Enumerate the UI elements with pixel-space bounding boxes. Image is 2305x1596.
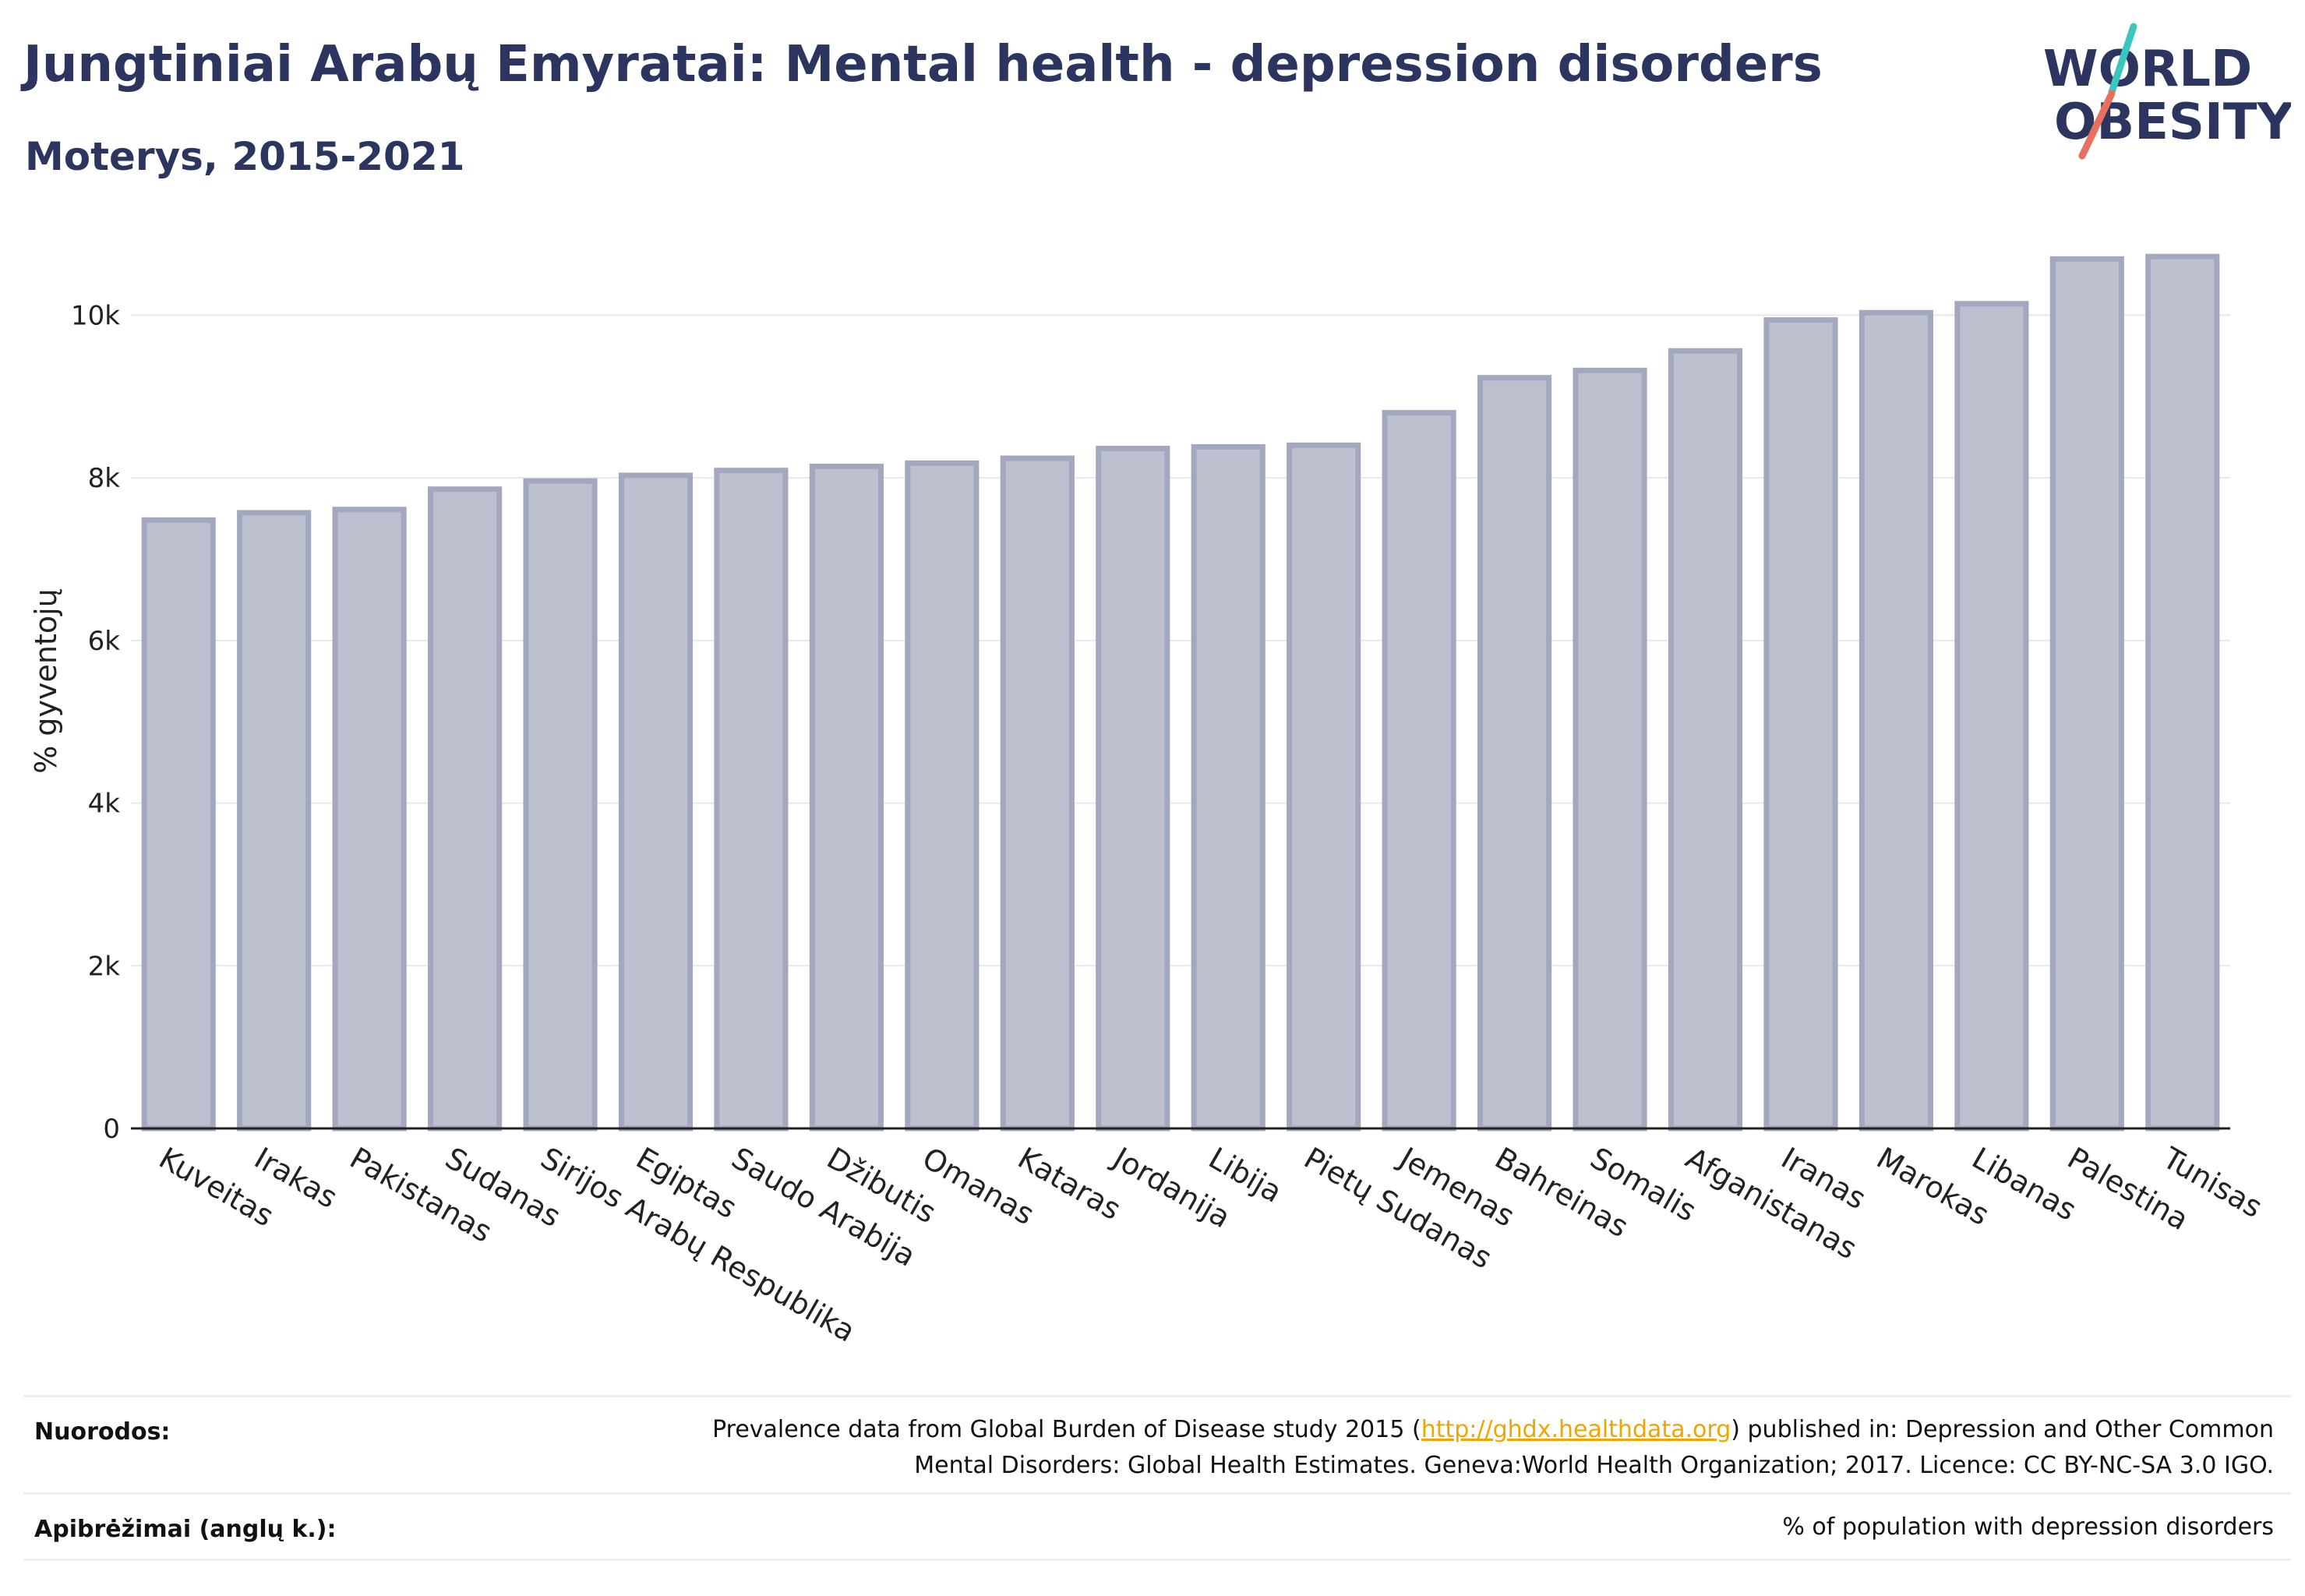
bar	[1382, 410, 1456, 1132]
sources-text-before: Prevalence data from Global Burden of Di…	[712, 1416, 1421, 1443]
definitions-text: % of population with depression disorder…	[1782, 1513, 2274, 1541]
sources-label: Nuorodos:	[34, 1418, 171, 1446]
sources-text: Prevalence data from Global Burden of Di…	[712, 1412, 2274, 1484]
y-tick-label: 0	[103, 1114, 120, 1145]
footer-divider-top	[23, 1395, 2291, 1397]
bar	[2049, 256, 2124, 1132]
bar	[428, 486, 503, 1132]
bar	[523, 478, 598, 1132]
bar	[1477, 375, 1552, 1132]
bar	[1668, 348, 1743, 1132]
bar	[1858, 309, 1933, 1132]
y-tick-label: 2k	[88, 951, 121, 982]
bar	[1287, 442, 1361, 1132]
world-obesity-logo: WORLD OBESITY	[2043, 23, 2291, 160]
y-tick-label: 8k	[88, 463, 121, 494]
bar	[1000, 455, 1075, 1132]
bar	[1763, 317, 1838, 1132]
bar	[332, 507, 407, 1132]
logo-word-world: WORLD	[2043, 41, 2252, 98]
bar	[1096, 446, 1170, 1132]
bar	[237, 510, 312, 1132]
sources-text-line2: Mental Disorders: Global Health Estimate…	[914, 1452, 2274, 1479]
chart-title: Jungtiniai Arabų Emyratai: Mental health…	[23, 36, 1823, 94]
bar	[905, 460, 980, 1132]
logo-slash-coral	[2078, 90, 2116, 160]
footer-divider-middle	[23, 1492, 2291, 1495]
y-axis-title: % gyventojų	[29, 588, 63, 774]
sources-link[interactable]: http://ghdx.healthdata.org	[1421, 1416, 1731, 1443]
bar	[714, 468, 789, 1132]
bar	[2145, 253, 2220, 1132]
chart-subtitle: Moterys, 2015-2021	[25, 134, 465, 179]
footer-divider-bottom	[23, 1559, 2291, 1561]
bar	[1954, 301, 2029, 1132]
definitions-label: Apibrėžimai (anglų k.):	[34, 1516, 337, 1543]
bar	[141, 517, 216, 1132]
logo-word-obesity: OBESITY	[2054, 94, 2291, 151]
bar	[1191, 443, 1265, 1132]
bar	[809, 463, 884, 1132]
bar	[1573, 367, 1647, 1132]
logo-slash-teal	[2108, 23, 2137, 96]
bar	[618, 472, 694, 1132]
y-tick-label: 10k	[71, 300, 120, 331]
sources-text-after: ) published in: Depression and Other Com…	[1731, 1416, 2274, 1443]
y-tick-label: 6k	[88, 626, 121, 657]
y-tick-label: 4k	[88, 789, 121, 820]
